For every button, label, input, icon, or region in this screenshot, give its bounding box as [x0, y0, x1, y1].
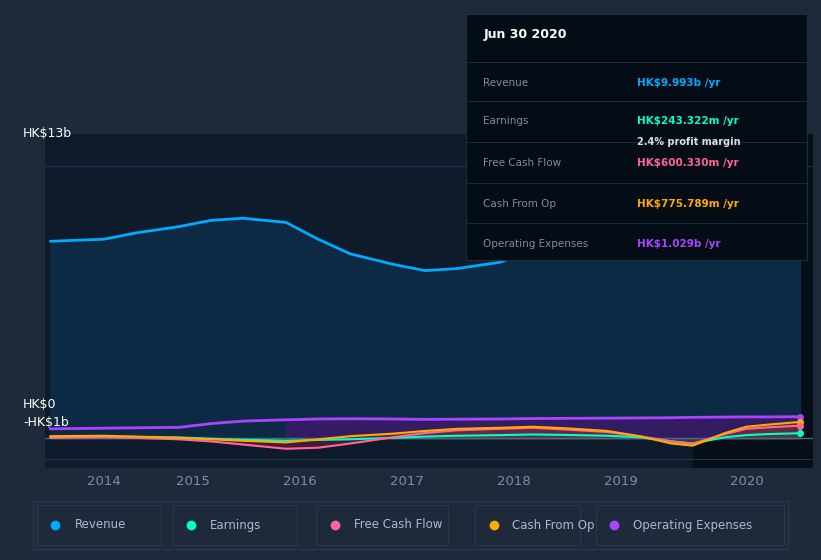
Text: Cash From Op: Cash From Op [484, 199, 557, 209]
Text: Free Cash Flow: Free Cash Flow [484, 158, 562, 168]
Text: HK$600.330m /yr: HK$600.330m /yr [637, 158, 738, 168]
Text: HK$243.322m /yr: HK$243.322m /yr [637, 116, 738, 126]
Text: Earnings: Earnings [484, 116, 529, 126]
Text: Revenue: Revenue [75, 519, 126, 531]
Text: HK$9.993b /yr: HK$9.993b /yr [637, 78, 720, 88]
Text: HK$13b: HK$13b [23, 127, 72, 140]
Text: Revenue: Revenue [484, 78, 529, 88]
Text: Jun 30 2020: Jun 30 2020 [484, 29, 566, 41]
Text: Earnings: Earnings [210, 519, 262, 531]
Text: Cash From Op: Cash From Op [512, 519, 595, 531]
Text: HK$0: HK$0 [23, 398, 57, 411]
Text: Operating Expenses: Operating Expenses [484, 239, 589, 249]
Text: HK$1.029b /yr: HK$1.029b /yr [637, 239, 720, 249]
Text: 2.4% profit margin: 2.4% profit margin [637, 137, 741, 147]
Bar [693, 134, 821, 468]
Text: Operating Expenses: Operating Expenses [633, 519, 753, 531]
Text: HK$775.789m /yr: HK$775.789m /yr [637, 199, 739, 209]
Text: -HK$1b: -HK$1b [23, 416, 69, 430]
Text: Free Cash Flow: Free Cash Flow [354, 519, 443, 531]
